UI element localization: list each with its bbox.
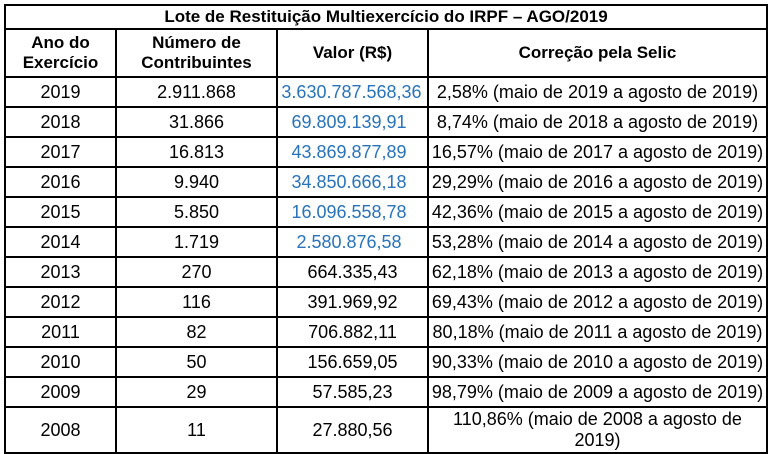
numero-contribuintes-cell: 1.719 — [115, 226, 278, 258]
valor-cell: 69.809.139,91 — [276, 106, 429, 138]
correcao-selic-cell: 16,57% (maio de 2017 a agosto de 2019) — [427, 136, 768, 168]
valor-cell: 664.335,43 — [276, 256, 429, 288]
column-header-numero-contribuintes: Número de Contribuintes — [115, 28, 278, 78]
valor-cell: 706.882,11 — [276, 316, 429, 348]
table-row: 2019 2.911.868 3.630.787.568,36 2,58% (m… — [4, 76, 768, 108]
numero-contribuintes-cell: 270 — [115, 256, 278, 288]
table-title-row: Lote de Restituição Multiexercício do IR… — [4, 4, 768, 30]
ano-exercicio-cell: 2014 — [4, 226, 117, 258]
valor-cell: 16.096.558,78 — [276, 196, 429, 228]
valor-cell: 43.869.877,89 — [276, 136, 429, 168]
ano-exercicio-cell: 2010 — [4, 346, 117, 378]
correcao-selic-cell: 42,36% (maio de 2015 a agosto de 2019) — [427, 196, 768, 228]
ano-exercicio-cell: 2008 — [4, 406, 117, 454]
numero-contribuintes-cell: 116 — [115, 286, 278, 318]
correcao-selic-cell: 62,18% (maio de 2013 a agosto de 2019) — [427, 256, 768, 288]
valor-cell: 27.880,56 — [276, 406, 429, 454]
ano-exercicio-cell: 2015 — [4, 196, 117, 228]
table-row: 2014 1.719 2.580.876,58 53,28% (maio de … — [4, 226, 768, 258]
column-header-correcao-selic: Correção pela Selic — [427, 28, 768, 78]
table-title: Lote de Restituição Multiexercício do IR… — [4, 4, 768, 30]
numero-contribuintes-cell: 16.813 — [115, 136, 278, 168]
table-row: 2015 5.850 16.096.558,78 42,36% (maio de… — [4, 196, 768, 228]
numero-contribuintes-cell: 9.940 — [115, 166, 278, 198]
correcao-selic-cell: 2,58% (maio de 2019 a agosto de 2019) — [427, 76, 768, 108]
table-row: 2011 82 706.882,11 80,18% (maio de 2011 … — [4, 316, 768, 348]
restituicao-irpf-table: Lote de Restituição Multiexercício do IR… — [4, 4, 768, 454]
correcao-selic-cell: 8,74% (maio de 2018 a agosto de 2019) — [427, 106, 768, 138]
ano-exercicio-cell: 2011 — [4, 316, 117, 348]
ano-exercicio-cell: 2019 — [4, 76, 117, 108]
correcao-selic-cell: 69,43% (maio de 2012 a agosto de 2019) — [427, 286, 768, 318]
correcao-selic-cell: 110,86% (maio de 2008 a agosto de 2019) — [427, 406, 768, 454]
ano-exercicio-cell: 2009 — [4, 376, 117, 408]
valor-cell: 3.630.787.568,36 — [276, 76, 429, 108]
table-header-row: Ano do Exercício Número de Contribuintes… — [4, 28, 768, 78]
correcao-selic-cell: 29,29% (maio de 2016 a agosto de 2019) — [427, 166, 768, 198]
numero-contribuintes-cell: 82 — [115, 316, 278, 348]
ano-exercicio-cell: 2013 — [4, 256, 117, 288]
correcao-selic-cell: 90,33% (maio de 2010 a agosto de 2019) — [427, 346, 768, 378]
numero-contribuintes-cell: 50 — [115, 346, 278, 378]
numero-contribuintes-cell: 2.911.868 — [115, 76, 278, 108]
column-header-ano-exercicio: Ano do Exercício — [4, 28, 117, 78]
ano-exercicio-cell: 2017 — [4, 136, 117, 168]
table-row: 2009 29 57.585,23 98,79% (maio de 2009 a… — [4, 376, 768, 408]
correcao-selic-cell: 53,28% (maio de 2014 a agosto de 2019) — [427, 226, 768, 258]
ano-exercicio-cell: 2018 — [4, 106, 117, 138]
valor-cell: 57.585,23 — [276, 376, 429, 408]
valor-cell: 34.850.666,18 — [276, 166, 429, 198]
numero-contribuintes-cell: 31.866 — [115, 106, 278, 138]
column-header-valor: Valor (R$) — [276, 28, 429, 78]
table-body: 2019 2.911.868 3.630.787.568,36 2,58% (m… — [4, 76, 768, 454]
table-row: 2016 9.940 34.850.666,18 29,29% (maio de… — [4, 166, 768, 198]
table-row: 2008 11 27.880,56 110,86% (maio de 2008 … — [4, 406, 768, 454]
correcao-selic-cell: 80,18% (maio de 2011 a agosto de 2019) — [427, 316, 768, 348]
numero-contribuintes-cell: 11 — [115, 406, 278, 454]
ano-exercicio-cell: 2016 — [4, 166, 117, 198]
table-row: 2010 50 156.659,05 90,33% (maio de 2010 … — [4, 346, 768, 378]
valor-cell: 2.580.876,58 — [276, 226, 429, 258]
valor-cell: 391.969,92 — [276, 286, 429, 318]
table-row: 2012 116 391.969,92 69,43% (maio de 2012… — [4, 286, 768, 318]
table-row: 2013 270 664.335,43 62,18% (maio de 2013… — [4, 256, 768, 288]
correcao-selic-cell: 98,79% (maio de 2009 a agosto de 2019) — [427, 376, 768, 408]
numero-contribuintes-cell: 29 — [115, 376, 278, 408]
valor-cell: 156.659,05 — [276, 346, 429, 378]
table-row: 2018 31.866 69.809.139,91 8,74% (maio de… — [4, 106, 768, 138]
ano-exercicio-cell: 2012 — [4, 286, 117, 318]
table-row: 2017 16.813 43.869.877,89 16,57% (maio d… — [4, 136, 768, 168]
numero-contribuintes-cell: 5.850 — [115, 196, 278, 228]
